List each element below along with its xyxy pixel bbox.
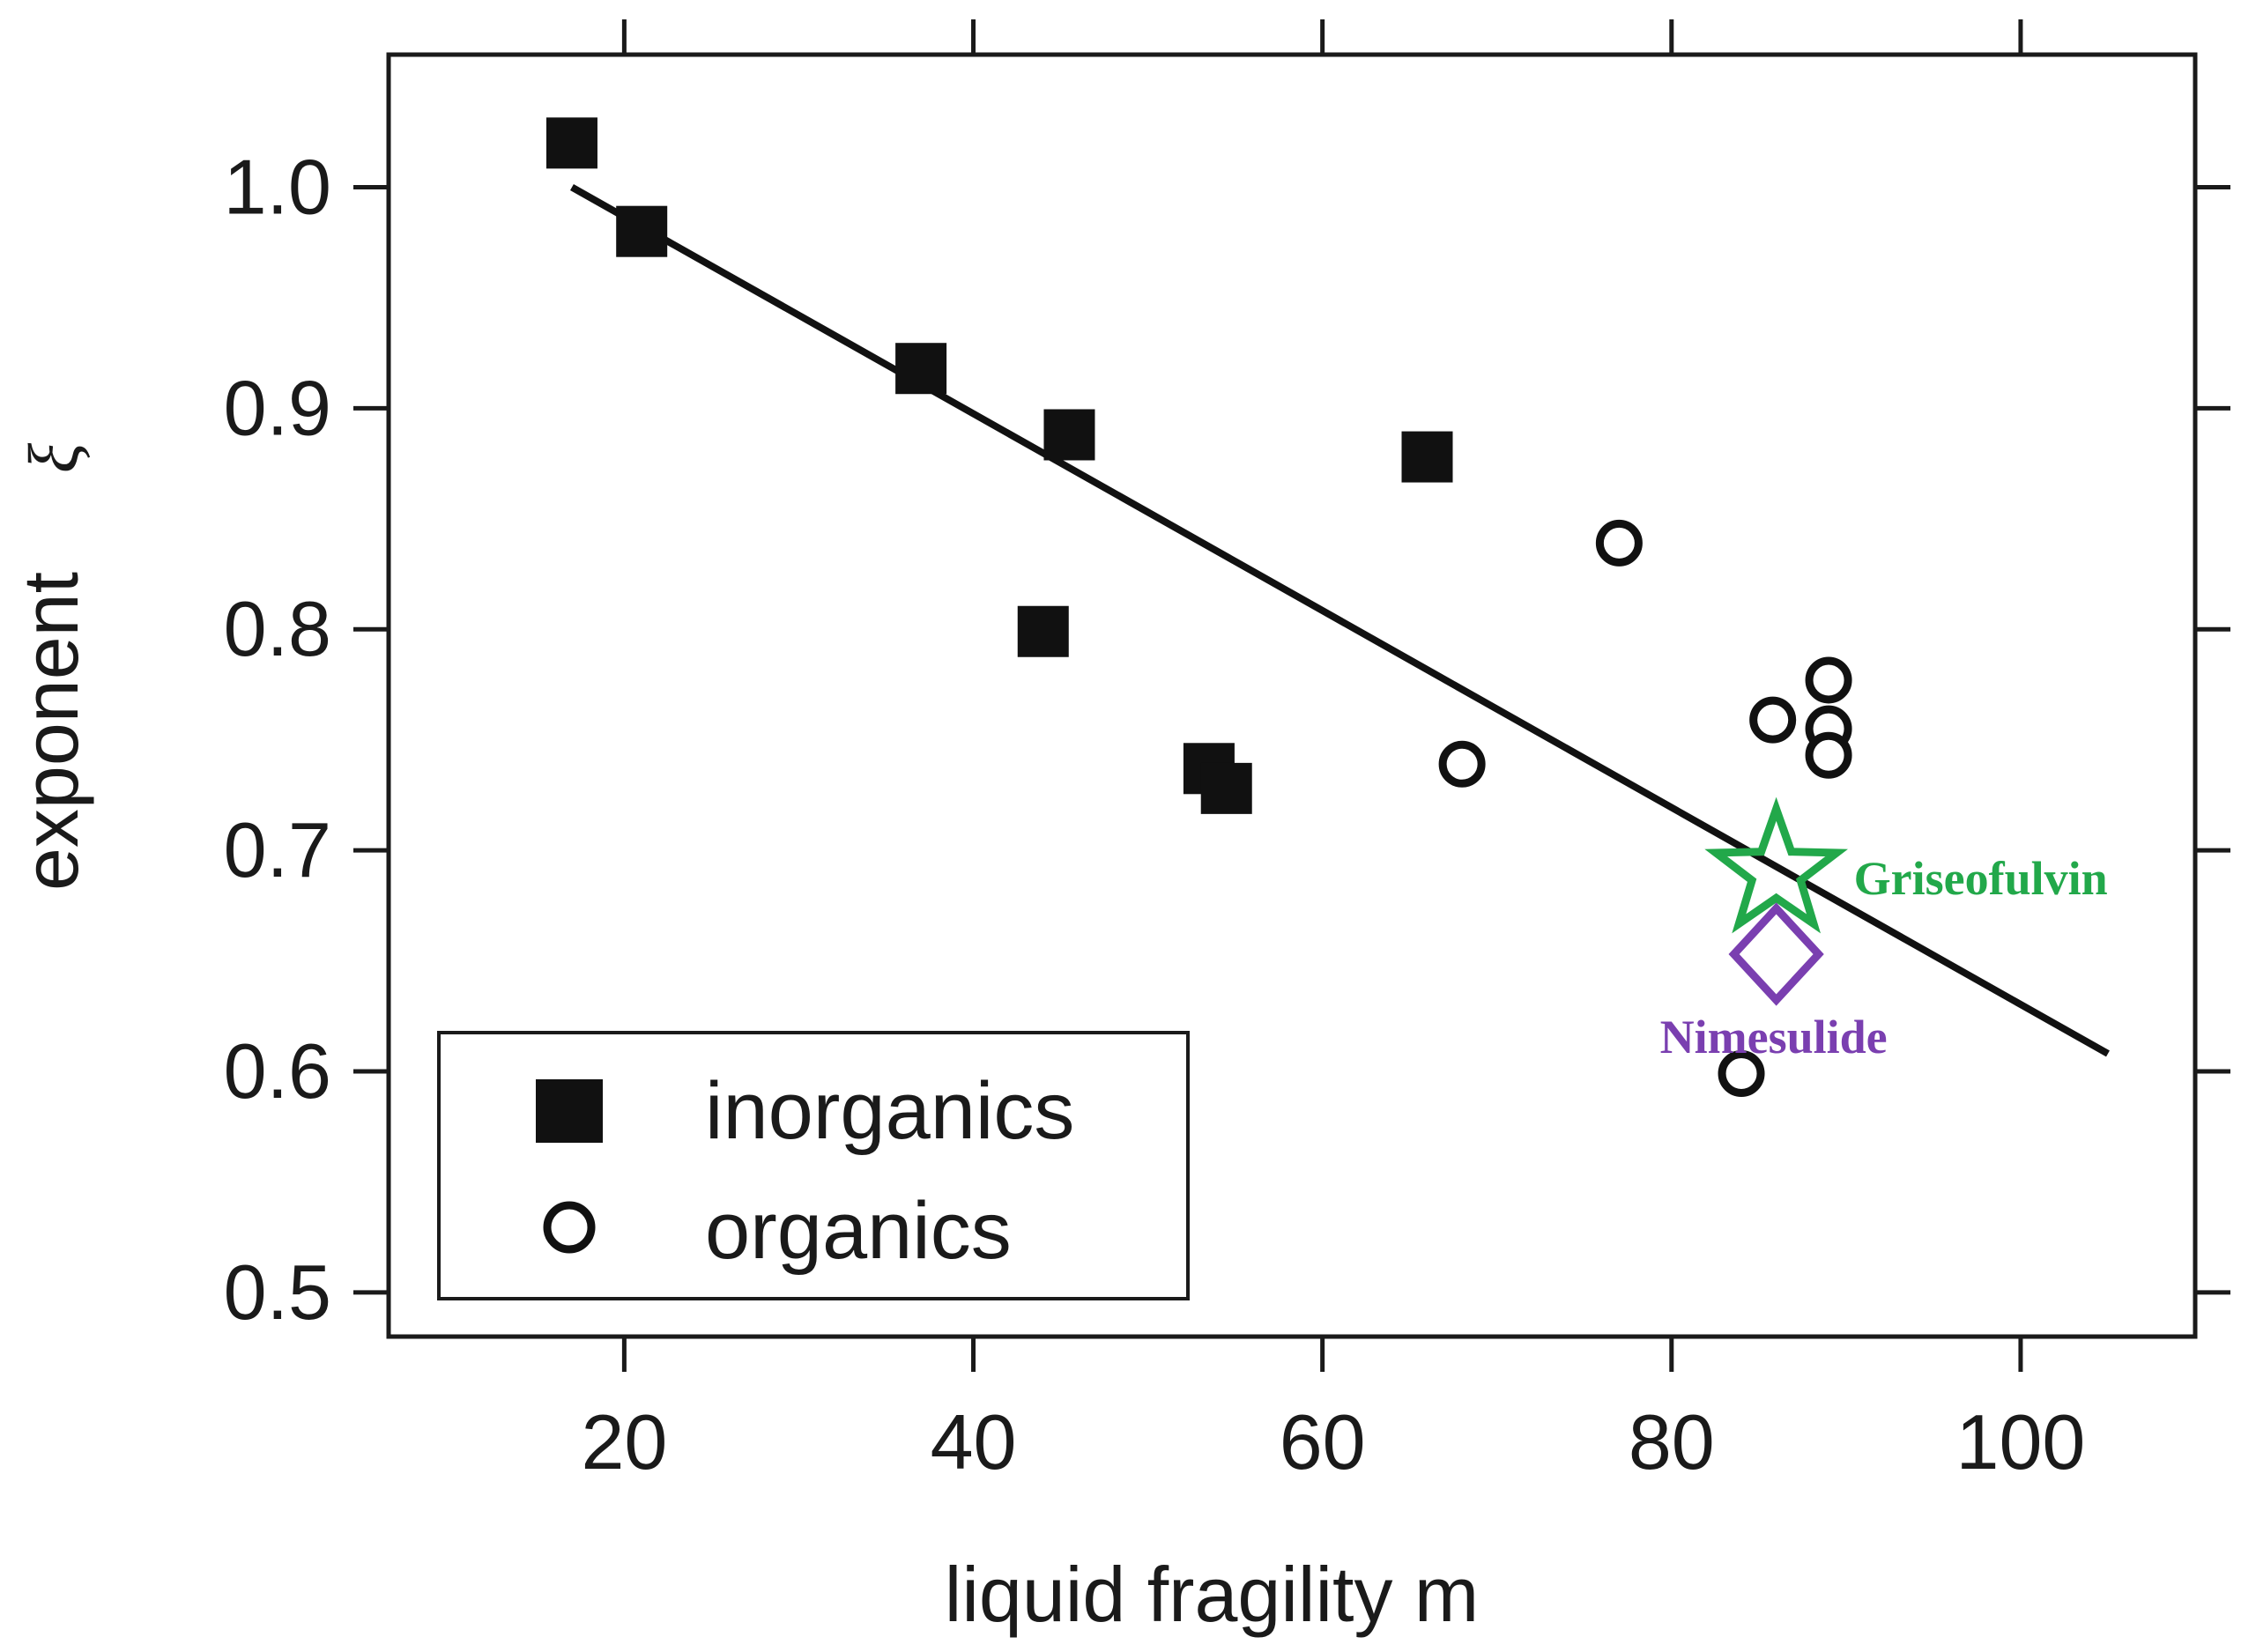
legend: inorganics organics bbox=[437, 1031, 1190, 1300]
y-tick-label: 0.5 bbox=[224, 1248, 331, 1336]
legend-marker-inorganics bbox=[536, 1079, 603, 1143]
point-inorganics bbox=[895, 343, 947, 395]
point-organics bbox=[1718, 1049, 1765, 1097]
point-inorganics bbox=[1017, 605, 1069, 657]
legend-label-organics: organics bbox=[705, 1186, 1012, 1276]
plot-frame bbox=[386, 52, 2198, 1339]
legend-marker-organics bbox=[543, 1201, 596, 1254]
point-inorganics bbox=[1401, 431, 1453, 483]
nimesulide-marker bbox=[1728, 902, 1824, 1006]
y-tick-label: 0.6 bbox=[224, 1027, 331, 1115]
data-points bbox=[545, 117, 1852, 1097]
y-axis-title: exponent bbox=[7, 572, 94, 891]
point-organics bbox=[1749, 696, 1797, 744]
y-tick-label: 0.8 bbox=[224, 585, 331, 672]
y-tick-label: 1.0 bbox=[224, 144, 331, 231]
point-organics bbox=[1595, 519, 1643, 567]
griseofulvin-marker bbox=[1704, 796, 1848, 934]
x-tick-label: 40 bbox=[931, 1398, 1017, 1485]
fit-line-group bbox=[570, 184, 2110, 1057]
point-inorganics bbox=[1043, 409, 1095, 461]
y-tick-label: 0.9 bbox=[224, 364, 331, 451]
x-tick-label: 80 bbox=[1629, 1398, 1715, 1485]
point-inorganics bbox=[616, 205, 668, 257]
y-axis-title-group: exponent ξ bbox=[7, 442, 94, 891]
x-tick-label: 20 bbox=[581, 1398, 667, 1485]
x-tick-label: 60 bbox=[1280, 1398, 1366, 1485]
point-inorganics bbox=[1200, 762, 1252, 814]
griseofulvin-label: Griseofulvin bbox=[1854, 852, 2108, 905]
y-axis-symbol: ξ bbox=[16, 442, 93, 473]
legend-label-inorganics: inorganics bbox=[705, 1066, 1074, 1156]
point-inorganics bbox=[545, 117, 597, 169]
nimesulide-label: Nimesulide bbox=[1660, 1011, 1888, 1063]
y-axis-ticks: 0.5 0.6 0.7 0.8 0.9 1.0 bbox=[224, 144, 2230, 1336]
x-axis-ticks: 20 40 60 80 100 bbox=[581, 19, 2085, 1485]
point-organics bbox=[1438, 740, 1486, 788]
y-tick-label: 0.7 bbox=[224, 806, 331, 893]
x-axis-title: liquid fragility m bbox=[945, 1551, 1479, 1638]
fit-line bbox=[570, 184, 2110, 1057]
x-tick-label: 100 bbox=[1956, 1398, 2086, 1485]
point-organics bbox=[1805, 731, 1852, 779]
annotations: Griseofulvin Nimesulide bbox=[1660, 796, 2108, 1063]
legend-box bbox=[437, 1031, 1190, 1300]
point-organics bbox=[1805, 656, 1852, 704]
